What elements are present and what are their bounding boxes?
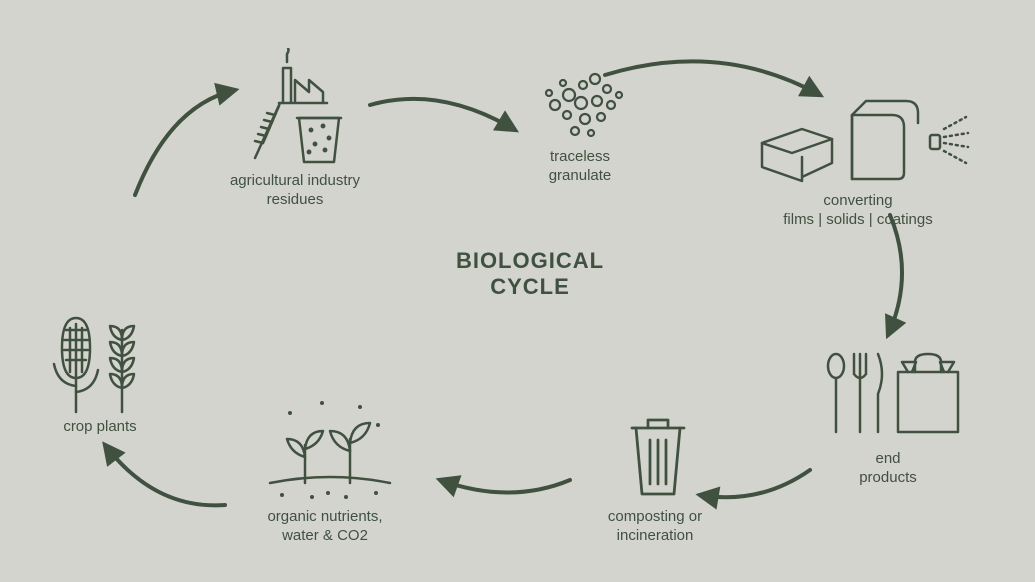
converting-icon <box>752 95 972 195</box>
residues-icon <box>235 48 365 173</box>
diagram-stage: BIOLOGICAL CYCLE agricultural industryre… <box>0 0 1035 582</box>
label-compost: composting orincineration <box>575 508 735 546</box>
label-residues: agricultural industryresidues <box>205 172 385 210</box>
arrow-nutrients-to-crop <box>105 445 225 505</box>
arrow-compost-to-nutrients <box>440 480 570 493</box>
arrow-end-to-compost <box>700 470 810 497</box>
arrow-converting-to-end <box>888 215 902 335</box>
compost-icon <box>618 408 698 508</box>
granulate-icon <box>535 55 635 150</box>
label-converting: convertingfilms | solids | coatings <box>758 192 958 230</box>
crop-plants-icon <box>48 300 158 425</box>
label-end: endproducts <box>838 450 938 488</box>
end-products-icon <box>820 348 970 453</box>
label-granulate: tracelessgranulate <box>520 148 640 186</box>
center-title: BIOLOGICAL CYCLE <box>430 248 630 300</box>
label-nutrients: organic nutrients,water & CO2 <box>240 508 410 546</box>
arrow-granulate-to-converting <box>605 61 820 95</box>
arrow-residues-to-granulate <box>370 99 515 130</box>
nutrients-icon <box>260 395 400 510</box>
title-line2: CYCLE <box>490 274 570 299</box>
title-line1: BIOLOGICAL <box>456 248 604 273</box>
